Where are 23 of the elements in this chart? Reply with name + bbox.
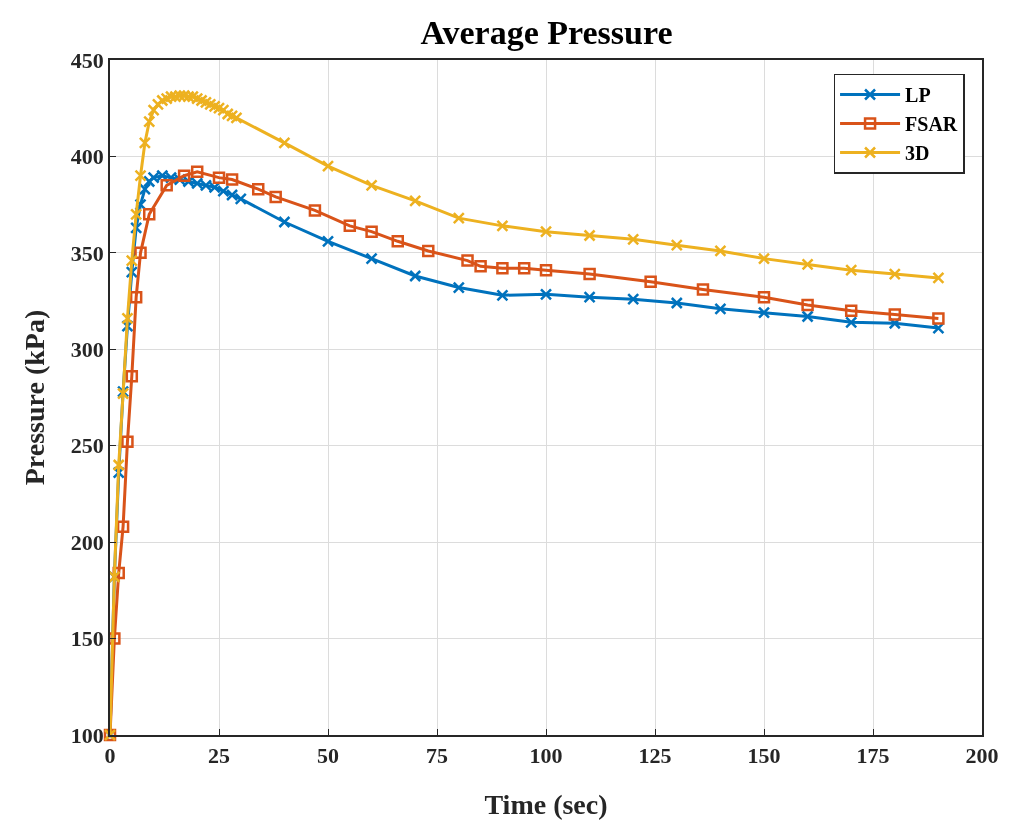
y-tick-label: 250 bbox=[70, 433, 104, 459]
x-tick-label: 50 bbox=[317, 743, 339, 769]
y-tick-label: 350 bbox=[70, 240, 104, 266]
y-tick-label: 100 bbox=[70, 722, 104, 748]
x-tick-label: 125 bbox=[638, 743, 672, 769]
legend-label: LP bbox=[905, 84, 931, 107]
chart-title: Average Pressure bbox=[420, 14, 673, 52]
y-tick-label: 150 bbox=[70, 626, 104, 652]
x-tick-label: 0 bbox=[104, 743, 116, 769]
x-axis-title: Time (sec) bbox=[484, 789, 608, 820]
x-tick-label: 25 bbox=[208, 743, 230, 769]
y-tick-label: 200 bbox=[70, 529, 104, 555]
x-tick-label: 150 bbox=[747, 743, 781, 769]
legend-label: FSAR bbox=[905, 113, 958, 136]
x-tick-label: 75 bbox=[426, 743, 448, 769]
x-tick-label: 100 bbox=[529, 743, 563, 769]
y-tick-label: 400 bbox=[70, 144, 104, 170]
x-tick-label: 200 bbox=[965, 743, 999, 769]
y-tick-label: 450 bbox=[70, 47, 104, 73]
legend-label: 3D bbox=[905, 142, 930, 165]
x-tick-label: 175 bbox=[856, 743, 890, 769]
y-tick-label: 300 bbox=[70, 336, 104, 362]
y-axis-title: Pressure (kPa) bbox=[18, 309, 50, 486]
